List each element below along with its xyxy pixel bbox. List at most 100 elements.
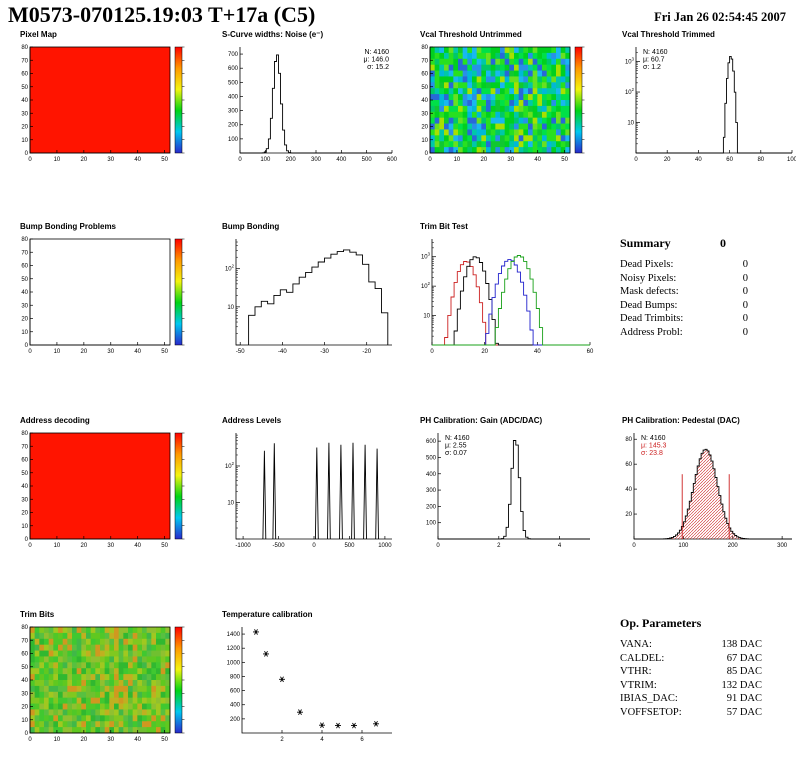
svg-text:60: 60 [726, 157, 733, 163]
svg-text:60: 60 [421, 72, 428, 78]
svg-text:40: 40 [421, 98, 428, 104]
svg-text:1000: 1000 [378, 543, 392, 549]
svg-text:300: 300 [426, 488, 437, 494]
plot-title: Address decoding [20, 416, 90, 425]
svg-text:σ: 15.2: σ: 15.2 [367, 64, 389, 71]
svg-text:300: 300 [311, 157, 322, 163]
param-row: Address Probl: 0 [620, 326, 748, 338]
temperature-calibration-chart: 2 4 6 200 400 600 800 1000 1200 1400 [227, 627, 392, 743]
svg-text:50: 50 [21, 665, 28, 671]
plot-cell-address-levels: Address Levels -1000 -500 0 500 1000 10 102 [210, 416, 402, 558]
svg-text:60: 60 [21, 72, 28, 78]
svg-text:20: 20 [625, 512, 632, 518]
svg-text:80: 80 [21, 45, 28, 51]
svg-text:σ: 0.07: σ: 0.07 [445, 450, 467, 457]
svg-text:0: 0 [28, 157, 32, 163]
svg-text:0: 0 [28, 737, 32, 743]
svg-text:-40: -40 [278, 349, 287, 355]
svg-text:50: 50 [21, 277, 28, 283]
svg-text:500: 500 [426, 455, 437, 461]
param-row: Dead Pixels: 0 [620, 259, 748, 270]
svg-text:30: 30 [107, 737, 114, 743]
svg-text:20: 20 [21, 317, 28, 323]
svg-text:N: 4160: N: 4160 [364, 49, 389, 56]
address-decoding-chart: 0 10 20 30 40 50 0 10 20 30 40 50 60 70 80 [21, 431, 185, 549]
svg-text:40: 40 [21, 290, 28, 296]
svg-text:0: 0 [28, 349, 32, 355]
svg-text:70: 70 [21, 444, 28, 450]
svg-text:40: 40 [534, 157, 541, 163]
svg-text:40: 40 [21, 98, 28, 104]
svg-text:20: 20 [21, 511, 28, 517]
svg-text:50: 50 [421, 85, 428, 91]
svg-text:50: 50 [561, 157, 568, 163]
svg-text:μ: 2.55: μ: 2.55 [445, 443, 467, 450]
svg-text:70: 70 [21, 638, 28, 644]
svg-text:10: 10 [421, 138, 428, 144]
svg-text:0: 0 [25, 731, 29, 737]
svg-text:10: 10 [454, 157, 461, 163]
svg-text:10: 10 [21, 330, 28, 336]
plot-title: Temperature calibration [222, 610, 313, 619]
svg-text:30: 30 [21, 111, 28, 117]
svg-text:400: 400 [426, 472, 437, 478]
plot-title: PH Calibration: Gain (ADC/DAC) [420, 416, 543, 425]
svg-text:20: 20 [81, 543, 88, 549]
param-row: Dead Trimbits: 0 [620, 313, 748, 324]
svg-text:70: 70 [21, 58, 28, 64]
svg-text:30: 30 [107, 543, 114, 549]
op-parameters-header: Op. Parameters [620, 616, 780, 631]
plot-title: Vcal Threshold Trimmed [622, 30, 715, 39]
svg-text:80: 80 [421, 45, 428, 51]
plot-title: S-Curve widths: Noise (e⁻) [222, 30, 324, 39]
svg-text:60: 60 [21, 652, 28, 658]
svg-text:1000: 1000 [227, 660, 241, 666]
param-row: IBIAS_DAC: 91 DAC [620, 693, 762, 704]
svg-text:2: 2 [497, 543, 501, 549]
svg-text:0: 0 [28, 543, 32, 549]
svg-text:10: 10 [54, 737, 61, 743]
svg-text:102: 102 [225, 264, 235, 273]
plot-title: Bump Bonding [222, 222, 280, 231]
param-row: VTHR: 85 DAC [620, 666, 762, 677]
svg-text:70: 70 [21, 250, 28, 256]
svg-text:0: 0 [632, 543, 636, 549]
svg-text:20: 20 [421, 125, 428, 131]
svg-text:10: 10 [21, 524, 28, 530]
svg-text:40: 40 [134, 349, 141, 355]
svg-text:10: 10 [54, 157, 61, 163]
svg-text:50: 50 [161, 737, 168, 743]
plot-cell-ph-pedestal: PH Calibration: Pedestal (DAC) 0 100 200 30… [610, 416, 796, 558]
plot-cell-vcal-trimmed: Vcal Threshold Trimmed 0 20 40 60 80 100 10 102… [610, 30, 796, 172]
svg-text:0: 0 [436, 543, 440, 549]
vcal-untrimmed-chart: 0 10 20 30 40 50 0 10 20 30 40 50 60 70 80 [421, 45, 585, 163]
svg-text:20: 20 [664, 157, 671, 163]
param-row: VOFFSETOP: 57 DAC [620, 706, 762, 718]
timestamp: Fri Jan 26 02:54:45 2007 [654, 10, 786, 24]
svg-text:1200: 1200 [227, 646, 241, 652]
svg-text:20: 20 [81, 349, 88, 355]
svg-text:200: 200 [426, 504, 437, 510]
svg-text:10: 10 [627, 121, 634, 127]
svg-text:200: 200 [228, 123, 239, 129]
op-parameters-title: Op. Parameters [620, 616, 702, 630]
svg-text:100: 100 [228, 137, 239, 143]
svg-text:400: 400 [230, 703, 241, 709]
bump-bonding-chart: -50 -40 -30 -20 10 102 [225, 239, 392, 355]
svg-text:102: 102 [225, 461, 235, 470]
svg-text:-20: -20 [362, 349, 371, 355]
plot-cell-vcal-untrimmed: Vcal Threshold Untrimmed 0 10 20 30 40 50 0 10 2… [408, 30, 600, 172]
plot-cell-temperature-calibration: Temperature calibration 2 4 6 200 400 600 800 1… [210, 610, 402, 752]
svg-text:600: 600 [426, 439, 437, 445]
svg-text:-500: -500 [273, 543, 286, 549]
svg-text:μ: 145.3: μ: 145.3 [641, 443, 667, 450]
page-title: M0573-070125.19:03 T+17a (C5) [8, 2, 316, 27]
svg-text:0: 0 [25, 537, 29, 543]
svg-text:0: 0 [25, 343, 29, 349]
svg-text:30: 30 [21, 303, 28, 309]
svg-text:103: 103 [421, 252, 431, 261]
svg-text:500: 500 [344, 543, 355, 549]
svg-text:10: 10 [21, 718, 28, 724]
svg-text:400: 400 [228, 94, 239, 100]
